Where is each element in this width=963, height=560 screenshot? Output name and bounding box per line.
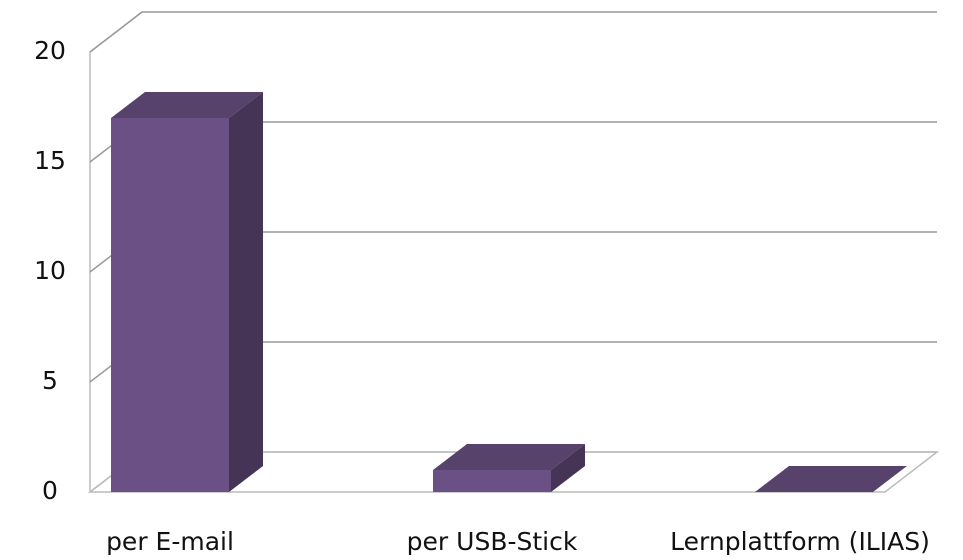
x-tick-label: per USB-Stick xyxy=(407,527,578,556)
y-tick-label: 20 xyxy=(34,36,66,65)
x-tick-label: per E-mail xyxy=(106,527,234,556)
y-tick-label: 5 xyxy=(42,366,58,395)
grid-line xyxy=(89,11,937,53)
bar-top xyxy=(111,92,263,118)
bar-top xyxy=(433,444,585,470)
bar xyxy=(433,470,551,492)
y-tick-label: 10 xyxy=(34,256,66,285)
y-tick-label: 0 xyxy=(42,476,58,505)
bar xyxy=(111,118,229,492)
bar-top xyxy=(755,466,907,492)
bar-side xyxy=(229,92,263,492)
bar-side xyxy=(551,444,585,492)
y-tick-label: 15 xyxy=(34,146,66,175)
x-tick-label: Lernplattform (ILIAS) xyxy=(670,527,930,556)
